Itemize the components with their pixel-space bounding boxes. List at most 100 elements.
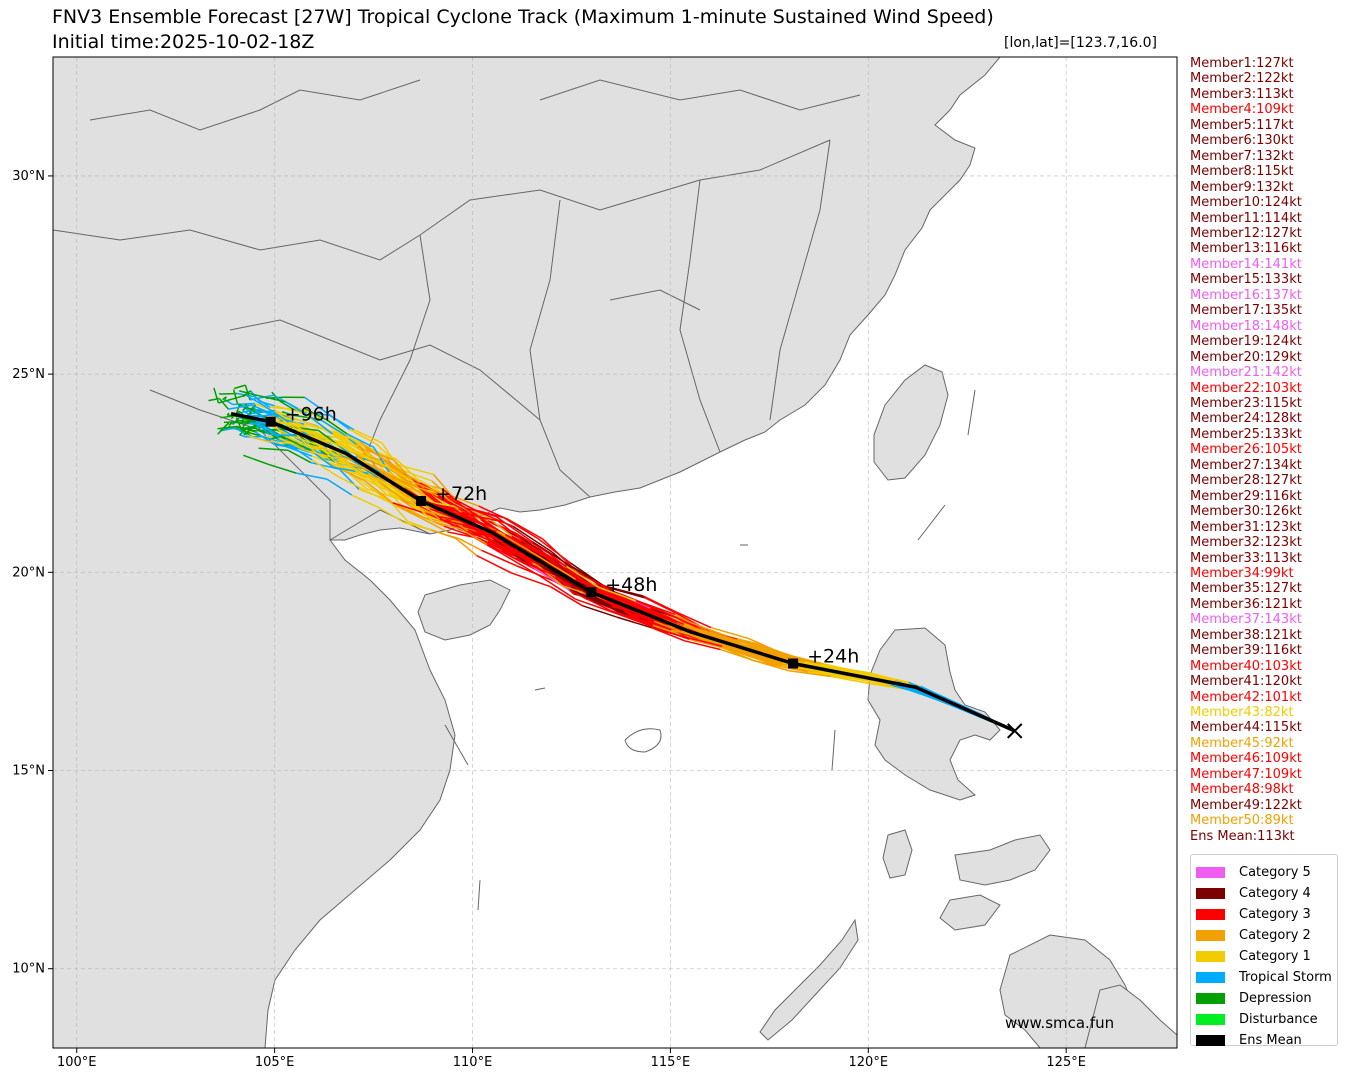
member-intensity: Member16:137kt (1190, 287, 1302, 303)
member-track-segment (422, 518, 448, 533)
member-track-segment (274, 409, 296, 420)
member-track-segment (373, 446, 390, 473)
map-frame (52, 56, 1178, 1049)
member-track-segment (497, 520, 531, 547)
lat-tick-label: 20°N (12, 565, 45, 580)
member-track-segment (644, 597, 679, 615)
member-track-segment (305, 443, 339, 457)
lon-tick-label: 120°E (849, 1055, 889, 1070)
member-track-segment (274, 405, 303, 414)
member-track-segment (279, 437, 305, 451)
member-track-segment (327, 429, 361, 443)
member-track-segment (254, 431, 276, 446)
legend-item: Category 4 (1196, 883, 1311, 904)
axis-ticks: 100°E 105°E 110°E 115°E 120°E 125°E 10°N 15°N 20… (12, 169, 1086, 1070)
member-intensity: Member18:148kt (1190, 318, 1302, 334)
province-borders (53, 79, 861, 541)
member-track-segment (652, 624, 697, 641)
luzon-island (867, 627, 1001, 801)
member-intensity: Member36:121kt (1190, 596, 1302, 612)
member-track-segment (451, 495, 479, 507)
member-intensity: Member26:105kt (1190, 442, 1302, 458)
member-track-segment (288, 421, 316, 438)
legend-item: Category 3 (1196, 904, 1311, 925)
legend-item: Disturbance (1196, 1009, 1318, 1030)
member-track-segment (303, 449, 338, 460)
member-track-segment (683, 623, 724, 638)
member-track-segment (476, 514, 505, 535)
landmass-group (53, 57, 1177, 1048)
legend-label: Category 2 (1239, 928, 1311, 943)
member-track-segment (820, 663, 866, 674)
member-track-segment (288, 418, 319, 434)
member-intensity: Member6:130kt (1190, 133, 1294, 149)
member-track-segment (686, 636, 723, 647)
member-track-segment (605, 586, 646, 599)
forecast-hour-label: +24h (807, 645, 859, 667)
forecast-hour-marker (586, 587, 597, 598)
lat-tick-label: 25°N (12, 367, 45, 382)
member-track-segment (359, 441, 390, 464)
member-intensity: Member14:141kt (1190, 256, 1302, 272)
member-track-segment (598, 586, 637, 602)
member-track-segment (549, 585, 583, 607)
member-track-segment (219, 392, 237, 395)
hainan-island (417, 579, 511, 641)
member-track-segment (505, 517, 543, 540)
legend-swatch (1196, 951, 1225, 962)
member-track-segment (439, 518, 472, 528)
member-intensity: Member1:127kt (1190, 56, 1294, 71)
member-intensity: Member3:113kt (1190, 86, 1294, 102)
member-intensity: Member25:133kt (1190, 426, 1302, 442)
legend-label: Category 3 (1239, 907, 1311, 922)
member-track-segment (511, 572, 551, 588)
member-track-segment (577, 572, 610, 590)
member-track-segment (461, 512, 499, 522)
member-track-segment (433, 474, 453, 497)
member-track-segment (569, 589, 611, 612)
member-track-segment (788, 669, 832, 678)
member-track-segment (379, 507, 405, 524)
legend-item: Category 1 (1196, 946, 1311, 967)
member-track-segment (582, 604, 618, 618)
palawan-island (759, 918, 859, 1041)
member-track-segment (304, 396, 328, 414)
member-track-segment (377, 480, 406, 502)
member-track-segment (534, 553, 576, 580)
legend-label: Depression (1239, 991, 1312, 1006)
lon-tick-label: 125°E (1046, 1055, 1086, 1070)
visayas-islands-2 (939, 894, 1001, 931)
member-intensity: Member31:123kt (1190, 519, 1302, 535)
member-track-segment (409, 483, 439, 497)
member-track-segment (331, 433, 359, 454)
member-track-segment (437, 495, 465, 511)
member-track-segment (293, 414, 320, 420)
member-track-segment (671, 614, 706, 632)
member-track-segment (396, 505, 424, 520)
member-track-segment (232, 389, 239, 405)
member-intensity: Member30:126kt (1190, 504, 1302, 520)
member-track-segment (303, 407, 328, 421)
legend-item: Depression (1196, 988, 1312, 1009)
member-intensity: Member42:101kt (1190, 689, 1302, 705)
gridlines (53, 57, 1177, 1048)
member-track-segment (286, 440, 322, 449)
member-track-segment (269, 463, 297, 474)
lon-tick-label: 100°E (57, 1055, 97, 1070)
member-intensity: Member41:120kt (1190, 674, 1302, 690)
member-track-segment (218, 394, 247, 404)
member-track-segment (388, 462, 421, 484)
member-track-segment (539, 575, 576, 600)
member-intensity: Member29:116kt (1190, 488, 1302, 504)
chart-title: FNV3 Ensemble Forecast [27W] Tropical Cy… (52, 6, 994, 28)
member-track-segment (394, 457, 418, 480)
member-track-segment (753, 659, 789, 672)
member-intensity: Member38:121kt (1190, 627, 1302, 643)
member-intensity: Member45:92kt (1190, 735, 1294, 751)
member-track-segment (278, 416, 304, 436)
member-track-segment (482, 533, 514, 554)
member-intensity: Member15:133kt (1190, 272, 1302, 288)
member-intensity: Member17:135kt (1190, 303, 1302, 319)
legend-swatch (1196, 993, 1225, 1004)
member-track-segment (514, 532, 550, 555)
